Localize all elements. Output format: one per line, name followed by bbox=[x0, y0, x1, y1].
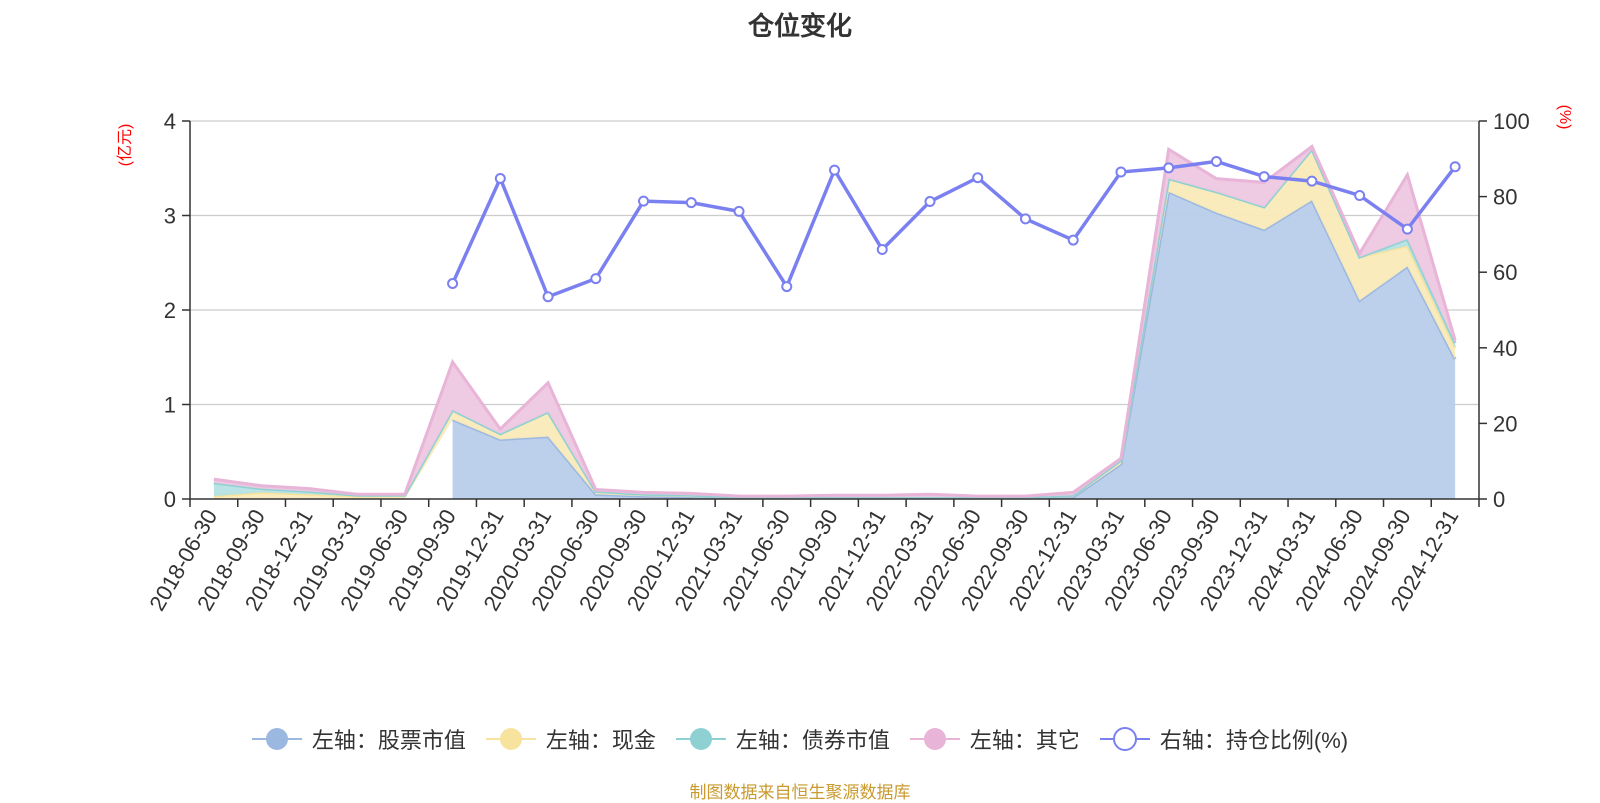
legend-label: 左轴：股票市值 bbox=[311, 728, 466, 753]
right-tick-label: 100 bbox=[1493, 109, 1530, 134]
legend-symbol bbox=[251, 728, 302, 750]
ratio-point bbox=[1067, 234, 1079, 246]
left-tick-label: 1 bbox=[164, 393, 176, 418]
legend-item-0[interactable]: 左轴：股票市值 bbox=[251, 723, 466, 755]
ratio-point bbox=[1210, 155, 1222, 167]
left-tick-label: 2 bbox=[164, 298, 176, 323]
ratio-line-path bbox=[450, 159, 1457, 300]
right-tick-label: 0 bbox=[1493, 487, 1505, 512]
ratio-point bbox=[1115, 166, 1127, 178]
left-tick-label: 4 bbox=[164, 109, 176, 134]
legend: 左轴：股票市值 左轴：现金 左轴：债券市值 左轴：其它 右轴：持仓比例(%) bbox=[0, 722, 1600, 756]
legend-symbol bbox=[1099, 727, 1150, 751]
legend-item-2[interactable]: 左轴：债券市值 bbox=[675, 723, 890, 755]
area-series-0 bbox=[451, 189, 1457, 500]
ratio-point bbox=[733, 205, 745, 217]
legend-item-3[interactable]: 左轴：其它 bbox=[909, 723, 1080, 755]
ratio-point bbox=[829, 164, 840, 176]
ratio-point bbox=[590, 273, 602, 285]
ratio-point bbox=[876, 244, 888, 256]
ratio-point bbox=[781, 281, 793, 293]
chart-title: 仓位变化 bbox=[747, 11, 852, 41]
legend-label: 左轴：债券市值 bbox=[735, 728, 890, 753]
legend-symbol bbox=[675, 728, 726, 750]
ratio-point bbox=[972, 172, 984, 184]
ratio-point bbox=[1163, 162, 1175, 174]
left-tick-label: 3 bbox=[164, 204, 176, 229]
ratio-point bbox=[494, 172, 506, 184]
source-note: 制图数据来自恒生聚源数据库 bbox=[689, 783, 911, 802]
legend-label: 左轴：现金 bbox=[545, 728, 656, 753]
area-series-3 bbox=[213, 144, 1457, 498]
right-tick-label: 80 bbox=[1493, 185, 1517, 210]
legend-symbol bbox=[485, 728, 536, 750]
right-tick-label: 60 bbox=[1493, 260, 1517, 285]
legend-label: 右轴：持仓比例(%) bbox=[1159, 728, 1349, 753]
ratio-point bbox=[1354, 189, 1366, 201]
legend-label: 左轴：其它 bbox=[969, 728, 1080, 753]
legend-item-4[interactable]: 右轴：持仓比例(%) bbox=[1099, 723, 1349, 755]
left-axis-unit: (亿元) bbox=[116, 124, 134, 167]
ratio-point bbox=[1306, 175, 1318, 187]
right-tick-label: 40 bbox=[1493, 336, 1517, 361]
left-tick-label: 0 bbox=[164, 487, 176, 512]
stacked-areas bbox=[213, 144, 1457, 500]
ratio-line bbox=[447, 155, 1461, 303]
legend-symbol bbox=[909, 728, 960, 750]
ratio-point bbox=[1401, 223, 1413, 235]
ratio-point bbox=[1019, 213, 1031, 225]
legend-item-1[interactable]: 左轴：现金 bbox=[485, 723, 656, 755]
ratio-point bbox=[924, 196, 936, 208]
ratio-point bbox=[1449, 161, 1461, 173]
ratio-point bbox=[542, 291, 554, 303]
area-fill bbox=[452, 191, 1456, 499]
right-axis-unit: (%) bbox=[1556, 105, 1573, 130]
area-edge bbox=[213, 144, 1457, 498]
ratio-point bbox=[447, 278, 459, 290]
area-fill bbox=[213, 146, 1456, 498]
ratio-point bbox=[685, 197, 697, 209]
ratio-point bbox=[1258, 171, 1270, 183]
ratio-point bbox=[638, 195, 650, 207]
right-tick-label: 20 bbox=[1493, 411, 1517, 436]
